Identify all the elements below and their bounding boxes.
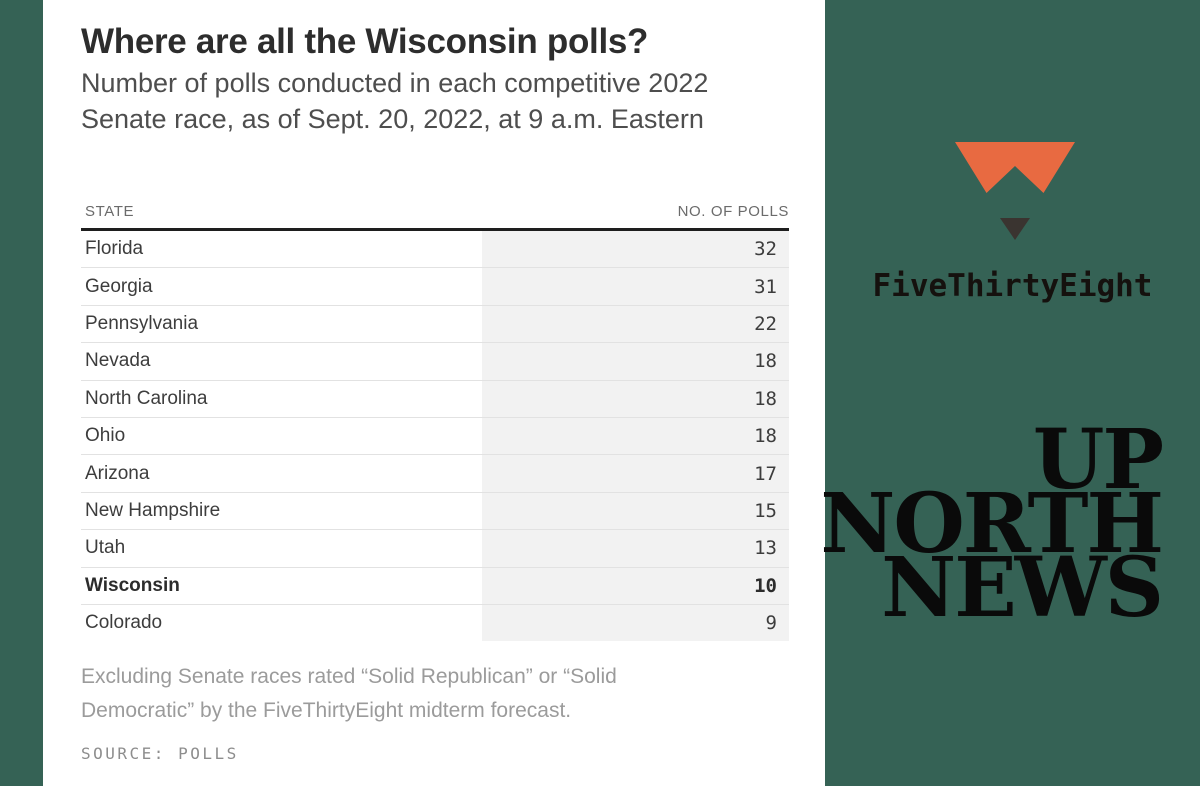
up-north-news-logo: UP NORTH NEWS [820, 412, 1164, 636]
state-cell: North Carolina [85, 387, 208, 409]
column-header-state: STATE [85, 203, 135, 220]
table-row: North Carolina 18 [81, 380, 789, 418]
chart-subtitle: Number of polls conducted in each compet… [81, 68, 709, 134]
polls-count-cell: 15 [482, 492, 789, 530]
polls-count-cell: 9 [482, 604, 789, 642]
source-line: SOURCE: POLLS [81, 744, 239, 763]
state-cell: Pennsylvania [85, 312, 199, 334]
table-row: New Hampshire 15 [81, 492, 789, 531]
caret-shape [1000, 218, 1030, 240]
branding-panel: FiveThirtyEight UP NORTH NEWS [820, 0, 1200, 786]
fivethirtyeight-wordmark: FiveThirtyEight [872, 268, 1153, 304]
column-header-polls: NO. OF POLLS [677, 203, 789, 220]
table-row: Utah 13 [81, 530, 789, 568]
polls-count-cell: 18 [482, 417, 789, 455]
table-row: Wisconsin 10 [81, 567, 789, 605]
polls-count-cell: 22 [482, 305, 789, 343]
polls-count-cell: 31 [482, 268, 789, 305]
table-header-row: STATE NO. OF POLLS [81, 203, 789, 231]
state-cell: New Hampshire [85, 499, 221, 521]
chart-title: Where are all the Wisconsin polls? [81, 22, 649, 61]
state-cell: Ohio [85, 425, 126, 447]
state-cell: Nevada [85, 350, 151, 372]
polls-count-cell: 13 [482, 530, 789, 567]
table-row: Colorado 9 [81, 604, 789, 642]
polls-count-cell: 17 [482, 455, 789, 492]
state-cell: Georgia [85, 275, 153, 297]
state-cell: Utah [85, 537, 126, 559]
table-row: Nevada 18 [81, 343, 789, 381]
fivethirtyeight-fox-icon [955, 142, 1075, 193]
state-cell: Florida [85, 238, 144, 260]
state-cell: Wisconsin [85, 574, 180, 596]
polls-count-cell: 32 [482, 231, 789, 268]
table-row: Arizona 17 [81, 455, 789, 493]
state-cell: Arizona [85, 462, 150, 484]
polls-count-cell: 18 [482, 343, 789, 380]
table-row: Florida 32 [81, 231, 789, 269]
fox-shape [955, 142, 1075, 193]
state-cell: Colorado [85, 612, 163, 634]
table-row: Pennsylvania 22 [81, 305, 789, 344]
graphic-card: Where are all the Wisconsin polls? Numbe… [43, 0, 825, 786]
chart-footnote: Excluding Senate races rated “Solid Repu… [81, 665, 617, 722]
table-body: Florida 32 Georgia 31 Pennsylvania 22 Nevada 18… [81, 231, 789, 642]
polls-table: STATE NO. OF POLLS Florida 32 Georgia 31 Pen… [81, 203, 789, 642]
outlet-line-north: NORTH [820, 476, 1164, 572]
polls-count-cell: 10 [482, 567, 789, 604]
outlet-line-up: UP [1032, 412, 1164, 508]
table-row: Ohio 18 [81, 417, 789, 456]
fivethirtyeight-caret-icon [1000, 218, 1030, 240]
table-row: Georgia 31 [81, 268, 789, 306]
outlet-line-news: NEWS [881, 540, 1164, 636]
polls-count-cell: 18 [482, 380, 789, 417]
